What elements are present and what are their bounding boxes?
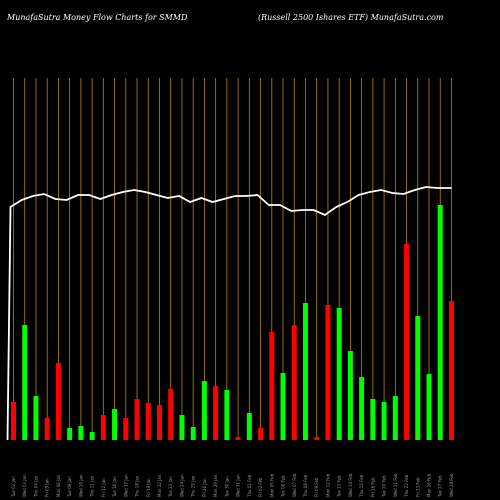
bar-up	[201, 381, 207, 440]
bar-down	[134, 399, 140, 440]
grid-lines	[13, 78, 452, 440]
bar-up	[426, 374, 432, 440]
bar-down	[269, 332, 275, 440]
x-tick-label: Mon 29 Jan	[213, 474, 218, 497]
x-tick-label: Thu 04 Jan	[33, 475, 38, 498]
x-tick-label: Tue 27 Feb	[438, 475, 443, 498]
x-tick-label: Mon 08 Jan	[56, 474, 61, 497]
x-tick-label: Tue 06 Feb	[281, 475, 286, 498]
bar-down	[258, 428, 264, 440]
x-tick-label: Fri 12 Jan	[101, 478, 106, 497]
bar-down	[156, 405, 162, 440]
bar-up	[359, 377, 365, 440]
x-tick-label: Thu 15 Feb	[359, 474, 364, 498]
x-tick-label: Tue 09 Jan	[67, 476, 72, 498]
x-tick-label: Fri 09 Feb	[314, 477, 319, 497]
bar-down	[168, 389, 174, 440]
bar-up	[347, 351, 353, 440]
x-tick-label: Wed 10 Jan	[78, 474, 83, 497]
bar-up	[179, 415, 185, 440]
x-tick-label: Fri 16 Feb	[370, 477, 375, 497]
x-tick-label: Fri 02 Feb	[258, 477, 263, 497]
bar-down	[145, 403, 151, 440]
x-tick-label: Thu 01 Feb	[247, 474, 252, 498]
x-tick-label: Fri 19 Jan	[146, 478, 151, 497]
bar-up	[381, 402, 387, 440]
bar-down	[325, 305, 331, 440]
bar-down	[213, 386, 219, 440]
bar-down	[100, 415, 106, 440]
x-tick-label: Wed 24 Jan	[179, 474, 184, 497]
x-tick-label: Wed 31 Jan	[236, 474, 241, 497]
bar-up	[370, 399, 376, 440]
x-tick-label: Thu 22 Feb	[404, 474, 409, 498]
x-tick-label: Thu 18 Jan	[135, 475, 140, 498]
x-tick-label: Wed 14 Feb	[348, 473, 353, 497]
bar-up	[246, 413, 252, 440]
bar-down	[404, 244, 410, 440]
x-tick-label: Mon 12 Feb	[325, 473, 330, 497]
bar-down	[44, 418, 50, 440]
x-tick-label: Tue 30 Jan	[224, 476, 229, 498]
x-tick-label: Thu 11 Jan	[90, 475, 95, 498]
x-tick-label: Wed 28 Feb	[449, 473, 454, 497]
bar-series	[11, 205, 454, 440]
bar-down	[235, 437, 241, 440]
x-tick-label: Thu 08 Feb	[303, 474, 308, 498]
x-tick-label: Fri 26 Jan	[202, 478, 207, 497]
x-tick-label: Wed 07 Feb	[292, 473, 297, 497]
price-line	[6, 186, 452, 441]
bar-up	[280, 373, 286, 440]
x-tick-label: Fri 23 Feb	[415, 477, 420, 497]
x-tick-label: Mon 22 Jan	[157, 474, 162, 497]
x-tick-label: Tue 02 Jan	[11, 476, 16, 498]
x-tick-label: Tue 16 Jan	[112, 476, 117, 498]
chart-title: MunafaSutra Money Flow Charts for SMMD	[7, 13, 188, 22]
bar-up	[392, 396, 398, 440]
bar-up	[437, 205, 443, 440]
bar-up	[67, 428, 73, 440]
bar-down	[314, 437, 320, 440]
x-tick-label: Mon 05 Feb	[269, 473, 274, 497]
x-tick-label: Thu 25 Jan	[191, 475, 196, 498]
bar-up	[224, 390, 230, 440]
x-tick-label: Tue 20 Feb	[382, 475, 387, 498]
bar-up	[78, 426, 84, 440]
bar-up	[112, 409, 118, 440]
bar-down	[55, 363, 61, 440]
x-tick-label: Tue 23 Jan	[168, 476, 173, 498]
bar-up	[89, 432, 95, 440]
bar-down	[11, 402, 16, 440]
bar-up	[302, 303, 308, 440]
x-tick-label: Wed 21 Feb	[393, 473, 398, 497]
chart-subtitle: (Russell 2500 Ishares ETF) MunafaSutra.c…	[258, 13, 444, 22]
bar-up	[33, 396, 39, 440]
x-tick-label: Tue 13 Feb	[337, 475, 342, 498]
bar-down	[123, 418, 129, 440]
bar-up	[415, 316, 421, 440]
bar-up	[190, 427, 196, 440]
x-tick-label: Mon 26 Feb	[427, 473, 432, 497]
bar-down	[291, 325, 297, 440]
price-line-series	[6, 186, 452, 441]
bar-down	[448, 301, 454, 440]
x-tick-label: Wed 03 Jan	[22, 474, 27, 497]
x-tick-label: Wed 17 Jan	[123, 474, 128, 497]
x-tick-labels: Tue 02 Jan Wed 03 Jan Thu 04 Jan Fri 05 Jan…	[11, 473, 454, 498]
bar-up	[336, 308, 342, 440]
x-tick-label: Fri 05 Jan	[45, 478, 50, 497]
bar-up	[22, 325, 28, 440]
